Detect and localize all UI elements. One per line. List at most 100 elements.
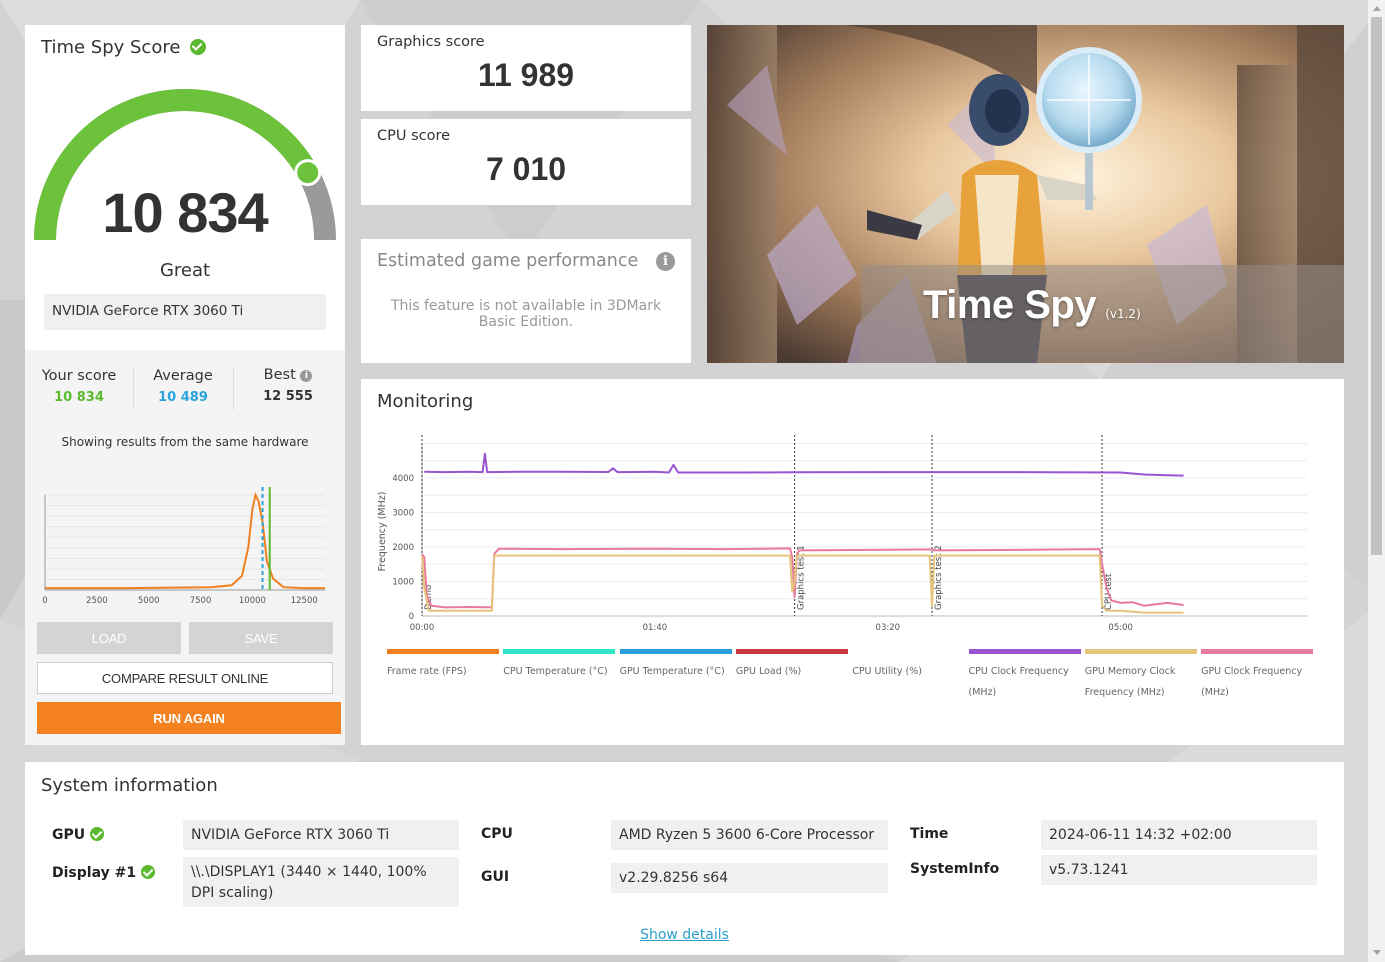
cpu-value: AMD Ryzen 5 3600 6-Core Processor [611, 820, 888, 850]
legend-label: GPU Temperature (°C) [619, 666, 725, 677]
score-rating: Great [159, 260, 211, 281]
total-score: 10 834 [102, 181, 268, 244]
legend-label: CPU Temperature (°C) [503, 666, 608, 677]
legend-item[interactable]: CPU Utility (%) [852, 649, 965, 682]
estimated-performance-panel: Estimated game performance i This featur… [361, 239, 691, 363]
gui-value: v2.29.8256 s64 [611, 863, 888, 893]
legend-color-bar [1084, 649, 1197, 654]
score-panel: Time Spy Score 10 834 Great NVIDIA GeFor… [25, 25, 345, 745]
estimated-message: This feature is not available in 3DMark … [390, 298, 662, 330]
average-label: Average [153, 368, 213, 384]
time-spy-banner: Time Spy (v1.2) [707, 25, 1344, 363]
legend-item[interactable]: GPU Memory Clock Frequency (MHz) [1084, 649, 1197, 703]
best-label: Best [263, 367, 296, 383]
mon-x-tick: 03:20 [876, 623, 901, 633]
scroll-down-arrow[interactable] [1373, 950, 1381, 955]
dist-tick-label: 10000 [239, 596, 266, 606]
show-details-link[interactable]: Show details [640, 927, 729, 943]
gauge-knob [294, 159, 322, 187]
legend-color-bar [968, 649, 1081, 654]
gpu-name: NVIDIA GeForce RTX 3060 Ti [52, 303, 244, 319]
distribution-chart: 0 2500 5000 7500 10000 12500 [42, 487, 325, 606]
legend-label: GPU Clock Frequency (MHz) [1201, 666, 1303, 698]
scrollbar-track[interactable] [1368, 0, 1385, 962]
time-label: Time [910, 826, 949, 842]
gpu-check-icon [90, 827, 104, 841]
graphics-score-panel: Graphics score 11 989 [361, 25, 691, 111]
gpu-label-row: GPU [52, 827, 104, 843]
mon-y-label: Frequency (MHz) [377, 492, 388, 572]
valid-check-icon [190, 39, 207, 55]
systeminfo-label: SystemInfo [910, 861, 1000, 877]
best-value: 12 555 [263, 389, 313, 404]
legend-item[interactable]: GPU Load (%) [735, 649, 848, 682]
graphics-score-value: 11 989 [477, 57, 575, 93]
scrollbar-thumb[interactable] [1371, 17, 1382, 555]
display-check-icon [140, 865, 155, 879]
gui-label: GUI [481, 869, 510, 885]
mon-y-tick: 4000 [392, 474, 414, 484]
banner-title-band [861, 265, 1344, 363]
estimated-info-icon[interactable]: i [656, 252, 675, 271]
gpu-label: GPU [52, 827, 86, 843]
legend-color-bar [852, 649, 965, 654]
best-info-icon[interactable]: i [300, 370, 313, 382]
mon-x-tick: 05:00 [1108, 623, 1133, 633]
graphics-score-label: Graphics score [377, 34, 485, 50]
score-gauge [34, 89, 336, 241]
display-label-row: Display #1 [52, 865, 155, 881]
run-again-button[interactable]: RUN AGAIN [37, 702, 341, 734]
gpu-value: NVIDIA GeForce RTX 3060 Ti [183, 820, 459, 850]
mon-y-tick: 3000 [392, 509, 414, 519]
banner-title: Time Spy [923, 283, 1097, 327]
cpu-score-panel: CPU score 7 010 [361, 119, 691, 205]
legend-label: CPU Utility (%) [852, 666, 922, 677]
your-score-col: Your score 10 834 [25, 368, 133, 405]
scroll-up-arrow[interactable] [1373, 6, 1381, 11]
monitoring-chart: 0 1000 2000 3000 4000 00:00 01:40 03:20 05:00 Fre… [377, 435, 1307, 633]
display-value: \\.\DISPLAY1 (3440 × 1440, 100% DPI scal… [183, 857, 459, 907]
legend-item[interactable]: GPU Temperature (°C) [619, 649, 732, 682]
divider-1 [133, 368, 134, 410]
hardware-note: Showing results from the same hardware [61, 435, 309, 449]
save-button[interactable]: SAVE [189, 622, 333, 654]
gpu-name-box: NVIDIA GeForce RTX 3060 Ti [44, 294, 326, 330]
system-information-panel: System information GPU NVIDIA GeForce RT… [25, 762, 1344, 955]
legend-item[interactable]: CPU Clock Frequency (MHz) [968, 649, 1081, 703]
monitoring-title: Monitoring [377, 391, 474, 412]
legend-label: GPU Load (%) [735, 666, 802, 677]
legend-item[interactable]: Frame rate (FPS) [387, 649, 499, 682]
average-value: 10 489 [158, 390, 208, 405]
dist-tick-label: 2500 [86, 596, 108, 606]
legend-label: CPU Clock Frequency (MHz) [968, 666, 1069, 698]
dist-tick-label: 7500 [190, 596, 212, 606]
monitoring-panel: Monitoring [361, 379, 1344, 745]
cpu-score-label: CPU score [377, 128, 451, 144]
mon-series-line [424, 452, 1184, 477]
dist-curve [45, 491, 325, 590]
banner-title-row: Time Spy (v1.2) [923, 283, 1141, 328]
banner-version: (v1.2) [1105, 307, 1141, 321]
dist-tick-label: 12500 [291, 596, 318, 606]
systeminfo-value: v5.73.1241 [1041, 855, 1317, 885]
dist-tick-label: 5000 [138, 596, 160, 606]
legend-color-bar [735, 649, 848, 654]
test-marker-label: Demo [424, 585, 434, 610]
mon-x-tick: 01:40 [643, 623, 668, 633]
load-button[interactable]: LOAD [37, 622, 181, 654]
legend-color-bar [387, 649, 499, 654]
mon-y-tick: 1000 [392, 578, 414, 588]
mon-y-tick: 2000 [392, 543, 414, 553]
legend-label: GPU Memory Clock Frequency (MHz) [1084, 666, 1176, 698]
test-marker-label: Graphics test 1 [797, 545, 807, 610]
cpu-score-value: 7 010 [485, 151, 567, 187]
legend-item[interactable]: CPU Temperature (°C) [503, 649, 616, 682]
legend-color-bar [503, 649, 616, 654]
test-marker-label: Graphics test 2 [934, 545, 944, 610]
legend-item[interactable]: GPU Clock Frequency (MHz) [1201, 649, 1314, 703]
best-col: Best i 12 555 [233, 367, 343, 404]
compare-online-button[interactable]: COMPARE RESULT ONLINE [37, 662, 333, 694]
your-score-label: Your score [41, 368, 117, 384]
dist-tick-label: 0 [42, 596, 47, 606]
legend-color-bar [619, 649, 732, 654]
